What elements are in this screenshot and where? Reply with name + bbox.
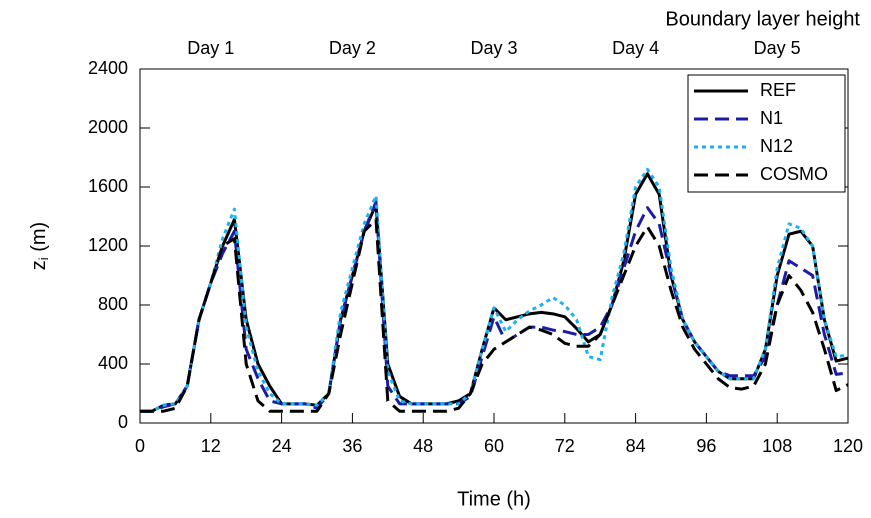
- series-line: [140, 200, 849, 413]
- y-tick-label: 800: [98, 294, 128, 314]
- top-label: Day 4: [612, 38, 659, 58]
- top-label: Day 5: [754, 38, 801, 58]
- legend-label: N12: [760, 136, 793, 156]
- y-label-subscript: i: [36, 257, 51, 260]
- y-axis-label: zi (m): [28, 222, 51, 270]
- x-tick-label: 108: [762, 436, 792, 456]
- chart-title: Boundary layer height: [665, 8, 860, 30]
- legend-label: REF: [760, 80, 796, 100]
- series-line: [140, 217, 849, 413]
- y-tick-label: 0: [118, 412, 128, 432]
- legend-box: [687, 74, 846, 193]
- x-tick-label: 84: [626, 436, 646, 456]
- legend-label: COSMO: [760, 164, 828, 184]
- y-tick-label: 400: [98, 353, 128, 373]
- y-label-symbol: z: [28, 260, 50, 270]
- top-label: Day 3: [470, 38, 517, 58]
- x-tick-label: 48: [413, 436, 433, 456]
- series-line: [140, 167, 849, 413]
- y-tick-label: 2000: [88, 117, 128, 137]
- y-tick-label: 2400: [88, 58, 128, 78]
- y-tick-label: 1200: [88, 235, 128, 255]
- top-label: Day 1: [187, 38, 234, 58]
- x-tick-label: 120: [833, 436, 863, 456]
- x-tick-label: 24: [272, 436, 292, 456]
- y-tick-label: 1600: [88, 176, 128, 196]
- x-tick-label: 36: [342, 436, 362, 456]
- x-axis-label: Time (h): [457, 488, 531, 510]
- x-tick-label: 12: [201, 436, 221, 456]
- x-tick-label: 60: [484, 436, 504, 456]
- x-tick-label: 96: [696, 436, 716, 456]
- series-line: [140, 172, 849, 413]
- x-tick-label: 72: [555, 436, 575, 456]
- x-tick-label: 0: [135, 436, 145, 456]
- y-label-unit: (m): [28, 222, 50, 258]
- legend-label: N1: [760, 108, 783, 128]
- top-label: Day 2: [329, 38, 376, 58]
